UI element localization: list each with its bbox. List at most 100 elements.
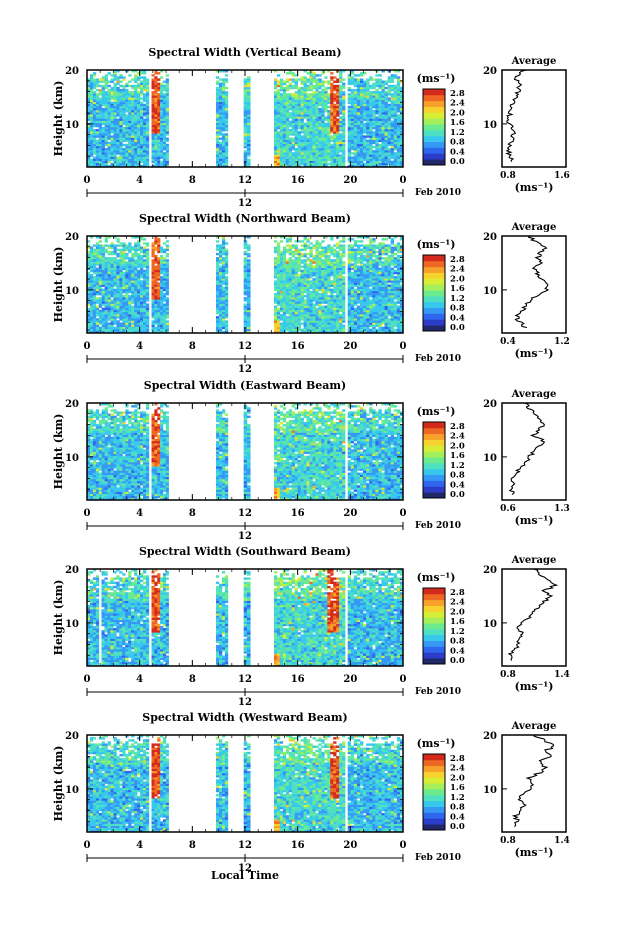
heatmap-cell bbox=[105, 159, 108, 161]
heatmap-cell bbox=[304, 253, 307, 255]
heatmap-cell bbox=[369, 146, 372, 148]
heatmap-cell bbox=[330, 123, 333, 125]
heatmap-cell bbox=[318, 144, 321, 146]
heatmap-cell bbox=[283, 146, 286, 148]
heatmap-cell bbox=[152, 95, 155, 97]
heatmap-cell bbox=[157, 161, 160, 163]
heatmap-cell bbox=[301, 291, 304, 293]
heatmap-cell bbox=[301, 270, 304, 272]
heatmap-cell bbox=[125, 278, 128, 280]
heatmap-cell bbox=[140, 104, 143, 106]
heatmap-cell bbox=[381, 129, 384, 131]
heatmap-cell bbox=[310, 150, 313, 152]
heatmap-cell bbox=[244, 123, 248, 125]
heatmap-cell bbox=[160, 150, 163, 152]
heatmap-cell bbox=[102, 127, 105, 129]
heatmap-cell bbox=[160, 272, 163, 274]
heatmap-cell bbox=[96, 95, 99, 97]
heatmap-cell bbox=[143, 104, 146, 106]
heatmap-cell bbox=[225, 320, 228, 322]
heatmap-cell bbox=[388, 87, 391, 89]
heatmap-cell bbox=[216, 142, 219, 144]
heatmap-cell bbox=[111, 261, 114, 263]
heatmap-cell bbox=[137, 261, 140, 263]
heatmap-cell bbox=[244, 116, 248, 118]
heatmap-cell bbox=[116, 81, 119, 83]
heatmap-cell bbox=[93, 142, 96, 144]
heatmap-cell bbox=[225, 289, 228, 291]
heatmap-cell bbox=[157, 142, 160, 144]
heatmap-cell bbox=[304, 322, 307, 324]
heatmap-cell bbox=[286, 295, 289, 297]
heatmap-cell bbox=[143, 280, 146, 282]
heatmap-cell bbox=[342, 150, 345, 152]
heatmap-cell bbox=[397, 102, 400, 104]
heatmap-cell bbox=[357, 95, 360, 97]
heatmap-cell bbox=[93, 116, 96, 118]
heatmap-cell bbox=[111, 257, 114, 259]
heatmap-cell bbox=[114, 150, 117, 152]
heatmap-cell bbox=[143, 131, 146, 133]
heatmap-cell bbox=[312, 163, 315, 165]
heatmap-cell bbox=[219, 249, 222, 251]
heatmap-cell bbox=[369, 152, 372, 154]
heatmap-cell bbox=[163, 137, 166, 139]
heatmap-cell bbox=[222, 310, 225, 312]
heatmap-cell bbox=[154, 314, 157, 316]
heatmap-cell bbox=[163, 104, 166, 106]
heatmap-cell bbox=[96, 255, 99, 257]
heatmap-cell bbox=[378, 108, 381, 110]
heatmap-cell bbox=[134, 289, 137, 291]
heatmap-cell bbox=[375, 152, 378, 154]
heatmap-cell bbox=[298, 320, 301, 322]
heatmap-cell bbox=[140, 116, 143, 118]
heatmap-cell bbox=[354, 104, 357, 106]
heatmap-cell bbox=[154, 318, 157, 320]
heatmap-cell bbox=[363, 148, 366, 150]
heatmap-cell bbox=[274, 148, 277, 150]
heatmap-cell bbox=[385, 108, 388, 110]
heatmap-cell bbox=[298, 291, 301, 293]
heatmap-cell bbox=[216, 322, 219, 324]
heatmap-cell bbox=[111, 156, 114, 158]
heatmap-cell bbox=[289, 93, 292, 95]
heatmap-cell bbox=[360, 131, 363, 133]
heatmap-cell bbox=[388, 81, 391, 83]
heatmap-cell bbox=[119, 140, 122, 142]
heatmap-cell bbox=[298, 308, 301, 310]
heatmap-cell bbox=[225, 327, 228, 329]
heatmap-cell bbox=[222, 282, 225, 284]
heatmap-cell bbox=[333, 76, 336, 78]
heatmap-cell bbox=[160, 102, 163, 104]
heatmap-cell bbox=[128, 100, 131, 102]
heatmap-cell bbox=[96, 140, 99, 142]
heatmap-cell bbox=[301, 266, 304, 268]
heatmap-cell bbox=[363, 140, 366, 142]
heatmap-cell bbox=[289, 293, 292, 295]
heatmap-cell bbox=[125, 144, 128, 146]
heatmap-cell bbox=[324, 148, 327, 150]
heatmap-cell bbox=[137, 297, 140, 299]
heatmap-cell bbox=[339, 127, 342, 129]
heatmap-cell bbox=[348, 133, 351, 135]
heatmap-cell bbox=[315, 159, 318, 161]
heatmap-cell bbox=[219, 314, 222, 316]
heatmap-cell bbox=[125, 329, 128, 331]
heatmap-cell bbox=[277, 123, 280, 125]
heatmap-cell bbox=[116, 127, 119, 129]
heatmap-cell bbox=[134, 268, 137, 270]
heatmap-cell bbox=[225, 329, 228, 331]
heatmap-cell bbox=[152, 270, 155, 272]
heatmap-cell bbox=[357, 121, 360, 123]
heatmap-cell bbox=[244, 316, 248, 318]
heatmap-cell bbox=[131, 116, 134, 118]
heatmap-cell bbox=[363, 142, 366, 144]
heatmap-cell bbox=[292, 272, 295, 274]
heatmap-cell bbox=[333, 129, 336, 131]
heatmap-cell bbox=[105, 140, 108, 142]
heatmap-cell bbox=[128, 276, 131, 278]
heatmap-cell bbox=[298, 253, 301, 255]
heatmap-cell bbox=[354, 108, 357, 110]
heatmap-cell bbox=[289, 100, 292, 102]
heatmap-cell bbox=[283, 312, 286, 314]
